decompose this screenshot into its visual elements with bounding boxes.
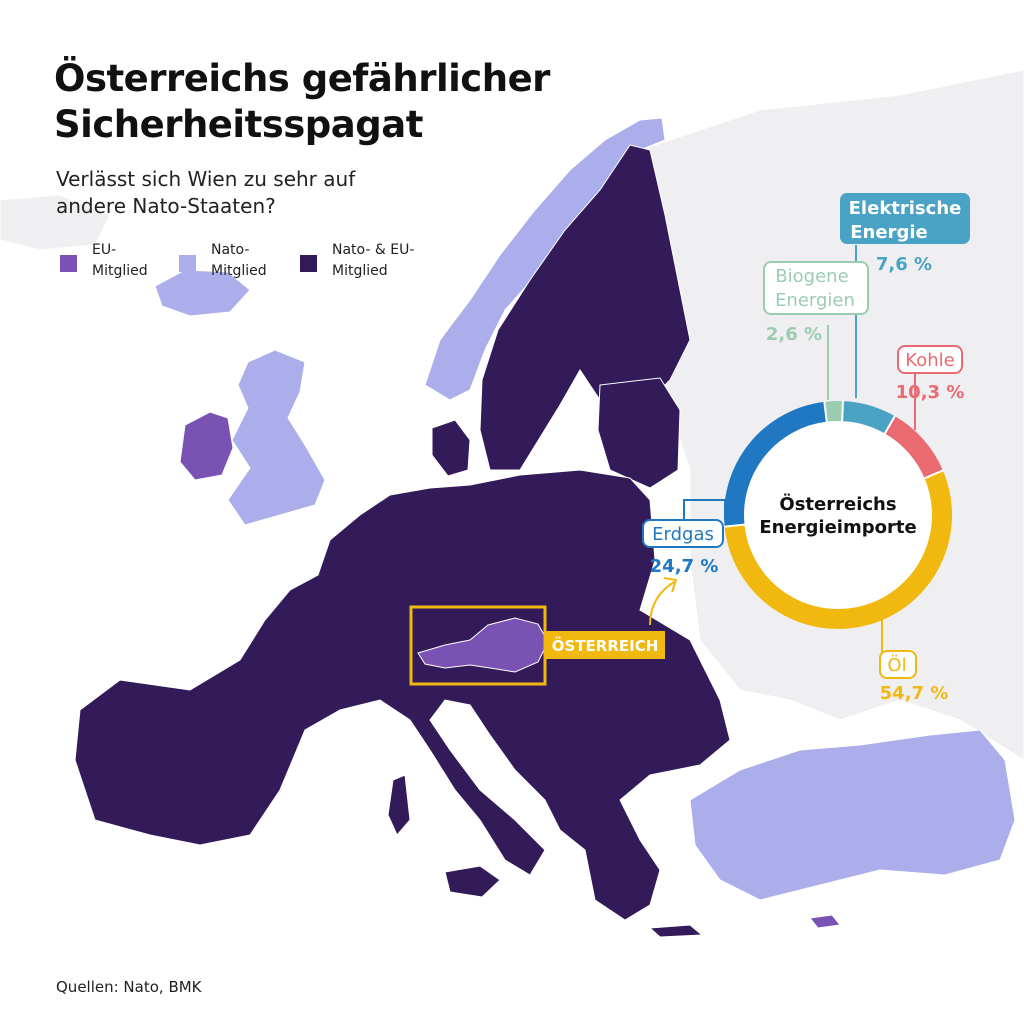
donut-segment-4 (824, 401, 843, 422)
donut-center-line-1: Österreichs (779, 493, 896, 515)
legend-label-nato-eu: Nato- & EU- Mitglied (332, 240, 442, 282)
map-region-denmark (431, 419, 471, 477)
legend-swatch-nato (179, 255, 196, 272)
map-region-turkey (689, 729, 1016, 901)
legend-swatch-eu (60, 255, 77, 272)
donut-separator-1 (883, 414, 897, 435)
legend-label-line: Nato- & EU- (332, 242, 415, 258)
subtitle: Verlässt sich Wien zu sehr auf andere Na… (56, 166, 355, 220)
austria-label: ÖSTERREICH (552, 636, 659, 655)
donut-segment-2 (724, 470, 952, 629)
donut-separator-2 (923, 469, 945, 480)
legend-label-nato: Nato- Mitglied (211, 240, 321, 282)
donut-separator-0 (841, 400, 845, 423)
legend-label-line: Mitglied (211, 263, 267, 279)
title-line-1: Österreichs gefährlicher (54, 57, 550, 100)
label-box-biogen (763, 261, 869, 315)
label-box-erdgas (642, 519, 724, 548)
label-erdgas: Erdgas (652, 524, 714, 545)
value-biogen: 2,6 % (766, 324, 822, 345)
map-region-greenland (0, 194, 111, 251)
leader-line-erdgas (683, 499, 726, 525)
label-box-elektrisch (840, 193, 970, 244)
page-title: Österreichs gefährlicher Sicherheitsspag… (54, 56, 550, 148)
leader-arrow-austria (649, 581, 675, 626)
legend-label-line: Mitglied (332, 263, 388, 279)
map-region-uk (227, 349, 326, 526)
label-biogen-line-2: Energien (775, 290, 855, 311)
value-erdgas: 24,7 % (650, 556, 719, 577)
donut-separator-4 (823, 400, 828, 423)
legend-swatch-nato-eu (300, 255, 317, 272)
donut-separator-3 (723, 523, 746, 528)
label-box-kohle (897, 345, 963, 374)
donut-segment-1 (884, 416, 943, 479)
legend-label-line: EU- (92, 242, 117, 258)
label-kohle: Kohle (905, 350, 954, 371)
label-box-oel (879, 650, 917, 679)
map-region-sicily (444, 865, 501, 898)
value-kohle: 10,3 % (896, 382, 965, 403)
leader-arrowhead (663, 577, 678, 593)
map-region-austria (417, 617, 549, 673)
map-region-baltics (597, 377, 681, 489)
legend-label-line: Mitglied (92, 263, 148, 279)
value-elektrisch: 7,6 % (876, 254, 932, 275)
source-note: Quellen: Nato, BMK (56, 978, 202, 996)
donut-segments (723, 400, 952, 629)
label-elektrisch-line-2: Energie (850, 222, 927, 243)
donut-segment-3 (724, 401, 827, 527)
label-oel: Öl (887, 654, 906, 676)
map-region-sardinia (387, 774, 411, 836)
legend-label-line: Nato- (211, 242, 250, 258)
map-region-crete (648, 924, 704, 938)
donut-segment-0 (841, 401, 895, 434)
legend-label-eu: EU- Mitglied (92, 240, 202, 282)
map-region-continent (74, 469, 731, 921)
austria-label-box (545, 631, 665, 659)
map-region-cyprus (809, 914, 841, 929)
title-line-2: Sicherheitsspagat (54, 103, 423, 146)
label-biogen-line-1: Biogene (775, 266, 848, 287)
subtitle-line-2: andere Nato-Staaten? (56, 194, 276, 218)
donut-center-line-2: Energieimporte (759, 517, 916, 538)
value-oel: 54,7 % (880, 683, 949, 704)
map-region-ireland (179, 411, 234, 481)
subtitle-line-1: Verlässt sich Wien zu sehr auf (56, 167, 356, 191)
label-elektrisch-line-1: Elektrische (849, 198, 962, 219)
donut-inner-background (738, 415, 938, 615)
